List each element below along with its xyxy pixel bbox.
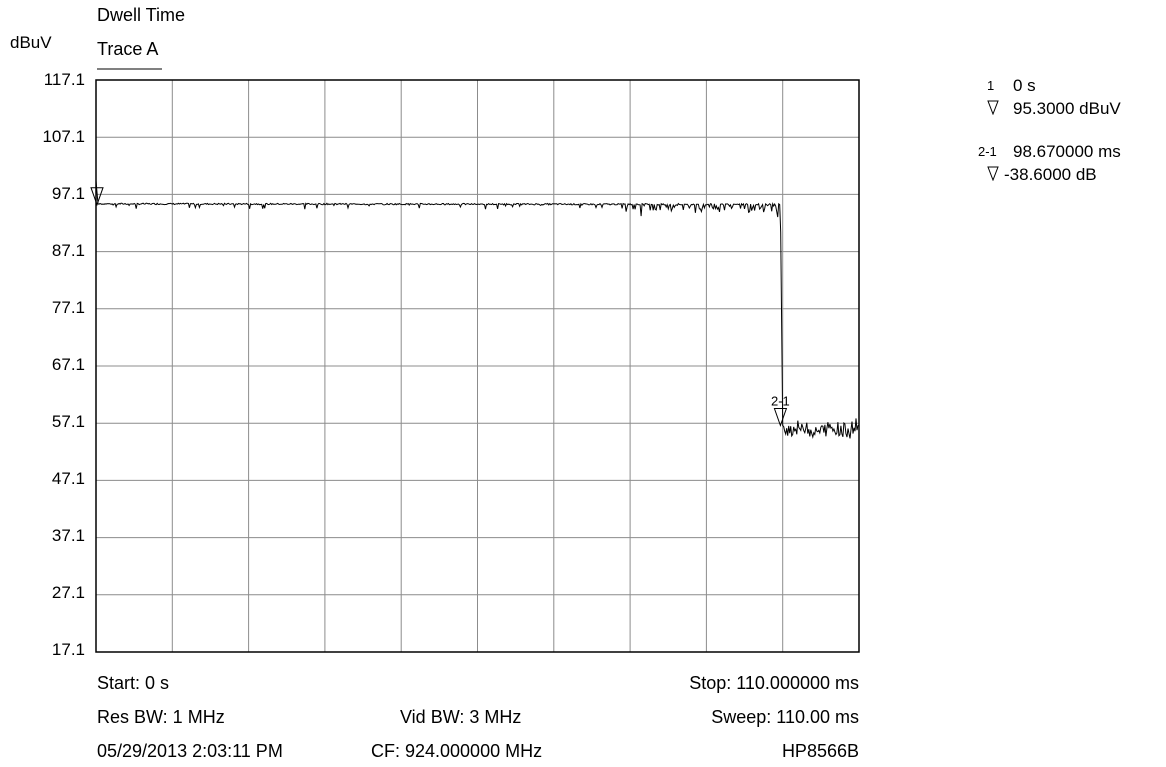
y-tick-label: 57.1 [51, 412, 85, 431]
marker-y-value: -38.6000 dB [1004, 165, 1097, 184]
marker-triangle-icon [90, 187, 104, 207]
y-unit-label: dBuV [10, 33, 52, 52]
datetime-label: 05/29/2013 2:03:11 PM [97, 741, 283, 761]
marker-y-value: 95.3000 dBuV [1013, 99, 1121, 118]
y-tick-label: 17.1 [51, 640, 85, 659]
marker-x-value: 0 s [1013, 76, 1036, 95]
marker-layer: 2-1 [90, 187, 790, 427]
marker-label: 2-1 [771, 393, 790, 408]
chart-grid [96, 80, 859, 652]
vid-bw-label: Vid BW: 3 MHz [400, 707, 522, 727]
y-tick-label: 27.1 [51, 583, 85, 602]
trace-layer [95, 180, 860, 439]
marker-readout-y: 95.3000 dBuV [987, 99, 1121, 120]
marker-triangle-icon [987, 99, 1013, 120]
marker-index: 1 [987, 78, 995, 93]
marker-readout-x: 1 0 s [987, 76, 1036, 96]
y-tick-label: 77.1 [51, 298, 85, 317]
marker-triangle-icon [773, 407, 788, 427]
y-tick-label: 67.1 [51, 355, 85, 374]
y-tick-label: 117.1 [43, 70, 85, 89]
marker-index: 2-1 [978, 144, 997, 159]
instrument-model-label: HP8566B [781, 741, 859, 761]
sweep-label: Sweep: 110.00 ms [711, 707, 859, 727]
center-frequency-label: CF: 924.000000 MHz [371, 741, 543, 761]
res-bw-label: Res BW: 1 MHz [97, 707, 225, 727]
marker-readout-y: -38.6000 dB [987, 165, 1097, 186]
y-tick-label: 107.1 [42, 127, 85, 146]
start-label: Start: 0 s [97, 673, 170, 693]
y-tick-label: 37.1 [51, 526, 85, 545]
trace-label: Trace A [97, 39, 159, 59]
marker-readout-x: 2-1 98.670000 ms [978, 142, 1121, 162]
plot-frame [95, 79, 860, 653]
marker-x-value: 98.670000 ms [1013, 142, 1121, 161]
trace-a-line [95, 180, 860, 439]
marker-triangle-icon [987, 165, 1004, 186]
stop-label: Stop: 110.000000 ms [689, 673, 859, 693]
chart-title: Dwell Time [97, 5, 186, 25]
y-tick-label: 47.1 [51, 469, 85, 488]
y-tick-label: 87.1 [51, 241, 85, 260]
y-tick-label: 97.1 [51, 184, 85, 203]
